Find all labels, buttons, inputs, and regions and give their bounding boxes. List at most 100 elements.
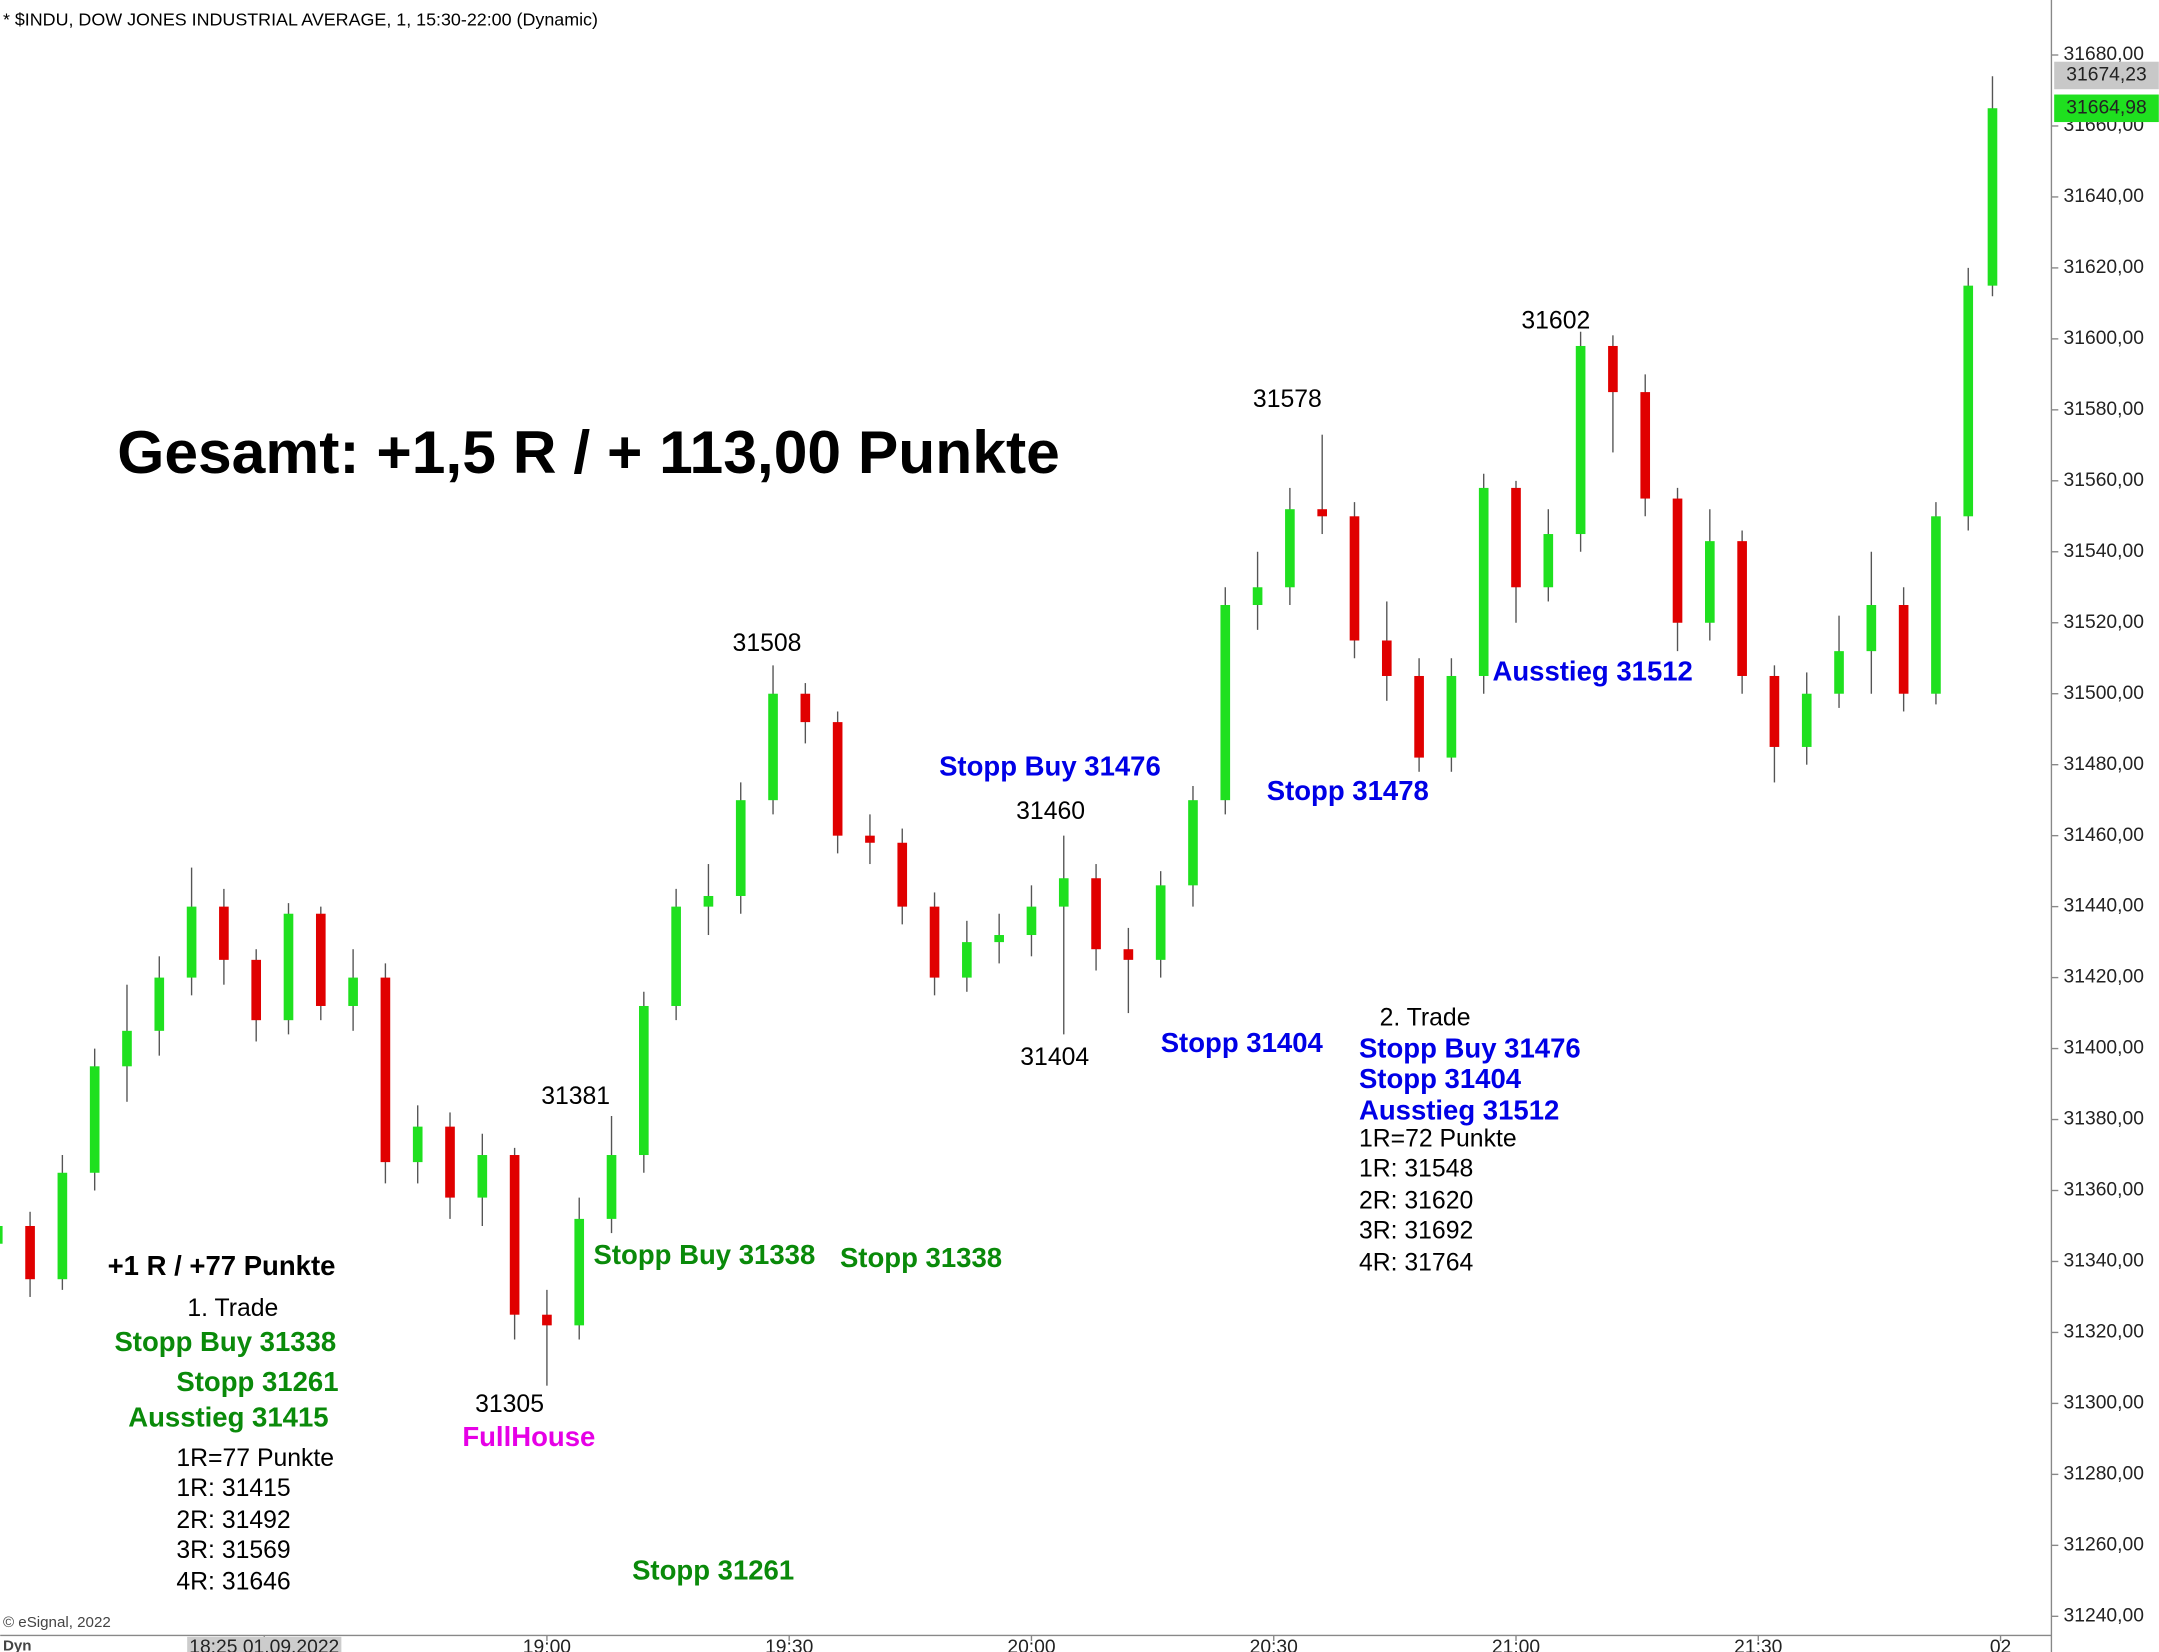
annotation: 4R: 31646 xyxy=(176,1569,290,1596)
candle-body xyxy=(1220,605,1231,801)
annotation: Ausstieg 31512 xyxy=(1359,1095,1559,1126)
candle-body xyxy=(1866,605,1877,652)
candle-body xyxy=(380,977,391,1163)
candle-body xyxy=(1414,675,1424,758)
y-tick-label: 31680,00 xyxy=(2064,44,2144,65)
y-tick-label: 31640,00 xyxy=(2064,186,2144,207)
candle-body xyxy=(542,1314,552,1326)
annotation: Stopp Buy 31476 xyxy=(1359,1033,1581,1064)
y-tick-label: 31440,00 xyxy=(2064,896,2144,917)
y-tick-label: 31360,00 xyxy=(2064,1180,2144,1201)
x-tick-box xyxy=(187,1636,342,1652)
y-tick-label: 31480,00 xyxy=(2064,754,2144,775)
annotation: 2R: 31492 xyxy=(176,1507,290,1534)
candle-body xyxy=(994,935,1004,943)
annotation: Gesamt: +1,5 R / + 113,00 Punkte xyxy=(117,418,1060,486)
annotation: 1R: 31415 xyxy=(176,1475,290,1502)
candle-body xyxy=(186,906,197,978)
last-price-box xyxy=(2054,94,2159,123)
annotation: Stopp Buy 31338 xyxy=(114,1326,336,1357)
candle-body xyxy=(800,693,811,723)
annotation: +1 R / +77 Punkte xyxy=(108,1250,336,1281)
candle-body xyxy=(219,906,229,960)
candle-body xyxy=(89,1066,100,1173)
candle-body xyxy=(1317,509,1328,517)
candle-body xyxy=(154,977,165,1031)
candle-body xyxy=(962,942,972,978)
candle-body xyxy=(1188,800,1198,886)
annotation: 2R: 31620 xyxy=(1359,1187,1473,1214)
annotation: Stopp Buy 31338 xyxy=(594,1239,816,1270)
annotation: 3R: 31692 xyxy=(1359,1218,1473,1245)
candle-body xyxy=(929,906,940,978)
annotation: 31578 xyxy=(1253,386,1322,413)
y-tick-label: 31460,00 xyxy=(2064,825,2144,846)
mode-label: Dyn xyxy=(3,1637,32,1652)
x-tick-label: 19:00 xyxy=(523,1637,571,1652)
candle-body xyxy=(1058,878,1069,907)
annotation: Stopp 31404 xyxy=(1359,1063,1522,1094)
y-tick-label: 31500,00 xyxy=(2064,683,2144,704)
annotation: 31460 xyxy=(1016,798,1085,825)
annotation: Stopp Buy 31476 xyxy=(939,750,1161,781)
candle-body xyxy=(1672,498,1683,623)
candle-body xyxy=(1575,345,1586,535)
candle-body xyxy=(0,1225,3,1244)
y-tick-label: 31560,00 xyxy=(2064,470,2144,491)
candle-body xyxy=(1511,487,1521,588)
y-tick-label: 31620,00 xyxy=(2064,257,2144,278)
candle-body xyxy=(122,1030,132,1067)
y-tick-label: 31380,00 xyxy=(2064,1109,2144,1130)
footer: © eSignal, 2022 xyxy=(3,1614,111,1631)
candle-body xyxy=(1640,392,1651,499)
candle-body xyxy=(1834,651,1844,694)
chart-title: * $INDU, DOW JONES INDUSTRIAL AVERAGE, 1… xyxy=(3,9,598,29)
x-tick-label: 19:30 xyxy=(765,1637,813,1652)
candle-body xyxy=(639,1005,649,1156)
annotation: 1R=77 Punkte xyxy=(176,1445,334,1472)
candle-body xyxy=(1349,516,1360,641)
candle-body xyxy=(1252,587,1263,606)
candle-body xyxy=(1091,878,1101,950)
candle-body xyxy=(1285,509,1295,588)
high-price-box xyxy=(2054,61,2159,90)
candle-body xyxy=(1705,541,1715,623)
candle-body xyxy=(897,842,908,907)
candle-body xyxy=(1963,285,1974,517)
y-tick-label: 31420,00 xyxy=(2064,967,2144,988)
candle-body xyxy=(1801,693,1812,747)
y-tick-label: 31240,00 xyxy=(2064,1605,2144,1626)
annotation: 3R: 31569 xyxy=(176,1537,290,1564)
annotation: 1R: 31548 xyxy=(1359,1156,1473,1183)
candle-body xyxy=(1543,534,1554,588)
candle-body xyxy=(251,959,262,1021)
candle-body xyxy=(1769,675,1780,747)
y-tick-label: 31580,00 xyxy=(2064,399,2144,420)
annotation: Stopp 31338 xyxy=(840,1242,1002,1273)
candle-body xyxy=(57,1172,68,1280)
candle-body xyxy=(1026,906,1037,936)
candle-body xyxy=(1123,949,1134,960)
annotation: 2. Trade xyxy=(1380,1004,1471,1031)
candle-body xyxy=(832,722,843,836)
x-tick-label: 21:30 xyxy=(1734,1637,1782,1652)
x-tick-label: 20:30 xyxy=(1250,1637,1298,1652)
y-tick-label: 31340,00 xyxy=(2064,1251,2144,1272)
y-tick-label: 31320,00 xyxy=(2064,1322,2144,1343)
annotation: 1R=72 Punkte xyxy=(1359,1125,1517,1152)
candle-body xyxy=(1898,605,1909,694)
candle-body xyxy=(574,1218,585,1326)
annotation: 31602 xyxy=(1521,308,1590,335)
candle-body xyxy=(412,1126,423,1163)
annotation: Ausstieg 31415 xyxy=(128,1402,328,1433)
candle-body xyxy=(477,1155,488,1198)
annotation: Ausstieg 31512 xyxy=(1493,655,1693,686)
annotation: Stopp 31261 xyxy=(632,1554,794,1585)
y-tick-label: 31540,00 xyxy=(2064,541,2144,562)
candle-body xyxy=(1446,675,1457,758)
annotation: FullHouse xyxy=(462,1421,595,1452)
candle-body xyxy=(509,1155,520,1315)
annotation: 31305 xyxy=(475,1391,544,1418)
